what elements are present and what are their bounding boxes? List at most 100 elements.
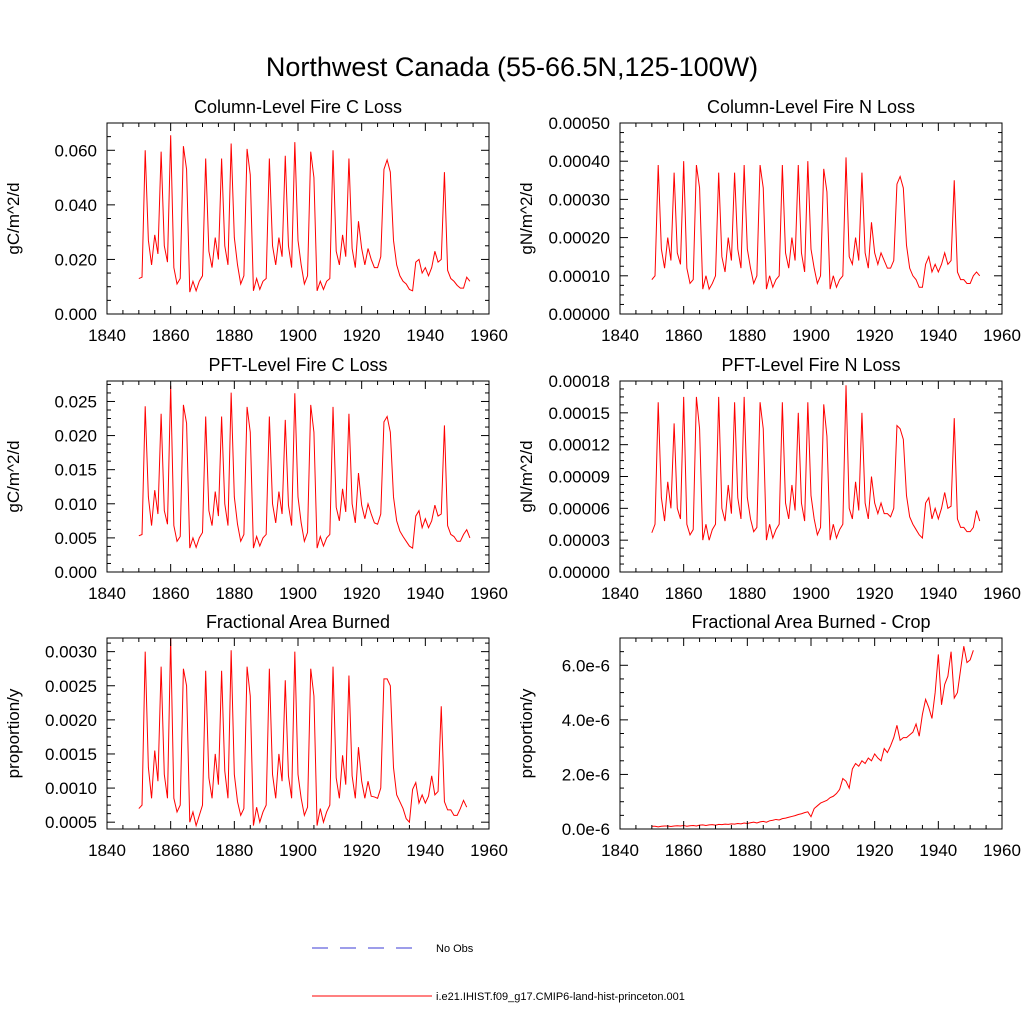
x-tick-label: 1900 <box>279 584 317 603</box>
series-line <box>651 646 974 828</box>
y-tick-label: 0.00050 <box>549 114 610 133</box>
panel-title: PFT-Level Fire N Loss <box>721 355 900 375</box>
x-tick-label: 1880 <box>728 584 766 603</box>
legend-obs-label: No Obs <box>436 943 474 955</box>
x-tick-label: 1880 <box>215 326 253 345</box>
x-tick-label: 1920 <box>856 841 894 860</box>
y-tick-label: 0.00018 <box>549 372 610 391</box>
y-tick-label: 0.00015 <box>549 404 610 423</box>
x-tick-label: 1860 <box>665 841 703 860</box>
y-tick-label: 0.0020 <box>45 711 97 730</box>
x-tick-label: 1920 <box>856 326 894 345</box>
x-tick-label: 1960 <box>983 584 1021 603</box>
y-axis-label: gC/m^2/d <box>4 440 23 512</box>
series-line <box>651 385 981 541</box>
x-tick-label: 1920 <box>856 584 894 603</box>
y-tick-label: 0.00009 <box>549 468 610 487</box>
y-tick-label: 0.040 <box>54 196 97 215</box>
x-tick-label: 1940 <box>919 841 957 860</box>
x-tick-label: 1960 <box>983 841 1021 860</box>
x-tick-label: 1900 <box>279 841 317 860</box>
panel-6: 1840 1860 1880 1900 1920 1940 1960 0.0e-6 2.0e-6… <box>517 612 1021 860</box>
panel-title: PFT-Level Fire C Loss <box>208 355 387 375</box>
y-tick-label: 0.010 <box>54 495 97 514</box>
plot-frame <box>619 122 1003 315</box>
x-tick-label: 1960 <box>470 326 508 345</box>
series-line <box>138 135 471 293</box>
x-tick-label: 1840 <box>601 841 639 860</box>
plot-frame <box>619 380 1003 573</box>
x-tick-label: 1860 <box>152 326 190 345</box>
y-tick-label: 0.0e-6 <box>562 820 610 839</box>
panel-title: Column-Level Fire N Loss <box>707 97 915 117</box>
y-tick-label: 0.015 <box>54 461 97 480</box>
x-tick-label: 1880 <box>215 841 253 860</box>
panels: 1840 1860 1880 1900 1920 1940 1960 0.000 0.020 0.… <box>4 97 1021 860</box>
x-tick-label: 1900 <box>792 326 830 345</box>
plot-frame <box>619 637 1003 830</box>
panel-title: Fractional Area Burned <box>206 612 390 632</box>
x-tick-label: 1860 <box>665 584 703 603</box>
panel-3: 1840 1860 1880 1900 1920 1940 1960 0.000 0.005 0.… <box>4 355 508 603</box>
x-tick-label: 1940 <box>406 841 444 860</box>
y-tick-label: 0.000 <box>54 305 97 324</box>
panel-title: Fractional Area Burned - Crop <box>691 612 930 632</box>
x-tick-label: 1920 <box>343 584 381 603</box>
y-axis-label: gC/m^2/d <box>4 182 23 254</box>
y-tick-label: 0.00000 <box>549 563 610 582</box>
y-tick-label: 0.0005 <box>45 813 97 832</box>
x-tick-label: 1840 <box>88 326 126 345</box>
x-tick-label: 1860 <box>152 841 190 860</box>
legend: No Obs i.e21.IHIST.f09_g17.CMIP6-land-hi… <box>312 943 685 1003</box>
y-axis-label: proportion/y <box>517 688 536 778</box>
y-tick-label: 0.00040 <box>549 152 610 171</box>
x-tick-label: 1940 <box>406 584 444 603</box>
plot-frame <box>106 380 490 573</box>
y-tick-label: 0.020 <box>54 250 97 269</box>
y-tick-label: 0.0010 <box>45 779 97 798</box>
x-tick-label: 1940 <box>919 326 957 345</box>
x-tick-label: 1960 <box>470 841 508 860</box>
x-tick-label: 1860 <box>152 584 190 603</box>
main-title: Northwest Canada (55-66.5N,125-100W) <box>266 52 758 82</box>
y-tick-label: 6.0e-6 <box>562 656 610 675</box>
panel-2: 1840 1860 1880 1900 1920 1940 1960 0.00000 0.000… <box>517 97 1021 345</box>
y-tick-label: 0.005 <box>54 529 97 548</box>
y-tick-label: 0.0015 <box>45 745 97 764</box>
y-tick-label: 0.00012 <box>549 436 610 455</box>
x-tick-label: 1880 <box>728 326 766 345</box>
x-tick-label: 1920 <box>343 841 381 860</box>
y-tick-label: 0.025 <box>54 392 97 411</box>
y-tick-label: 0.00030 <box>549 190 610 209</box>
y-tick-label: 0.00000 <box>549 305 610 324</box>
x-tick-label: 1840 <box>601 326 639 345</box>
panel-4: 1840 1860 1880 1900 1920 1940 1960 0.00000 0.000… <box>517 355 1021 603</box>
x-tick-label: 1900 <box>792 584 830 603</box>
legend-model-label: i.e21.IHIST.f09_g17.CMIP6-land-hist-prin… <box>436 991 685 1003</box>
series-line <box>138 637 468 828</box>
y-tick-label: 2.0e-6 <box>562 765 610 784</box>
y-tick-label: 0.060 <box>54 141 97 160</box>
y-tick-label: 0.00006 <box>549 499 610 518</box>
plot-frame <box>106 637 490 830</box>
x-tick-label: 1940 <box>919 584 957 603</box>
panel-5: 1840 1860 1880 1900 1920 1940 1960 0.0005 0.0010… <box>4 612 508 860</box>
panel-title: Column-Level Fire C Loss <box>194 97 402 117</box>
x-tick-label: 1940 <box>406 326 444 345</box>
x-tick-label: 1960 <box>983 326 1021 345</box>
y-axis-label: gN/m^2/d <box>517 440 536 512</box>
y-tick-label: 0.0030 <box>45 643 97 662</box>
series-line <box>651 157 981 291</box>
x-tick-label: 1840 <box>88 584 126 603</box>
x-tick-label: 1900 <box>279 326 317 345</box>
y-tick-label: 0.00010 <box>549 267 610 286</box>
y-tick-label: 4.0e-6 <box>562 711 610 730</box>
x-tick-label: 1920 <box>343 326 381 345</box>
panel-1: 1840 1860 1880 1900 1920 1940 1960 0.000 0.020 0.… <box>4 97 508 345</box>
y-tick-label: 0.0025 <box>45 677 97 696</box>
series-line <box>138 385 471 550</box>
plot-frame <box>106 122 490 315</box>
x-tick-label: 1960 <box>470 584 508 603</box>
x-tick-label: 1900 <box>792 841 830 860</box>
